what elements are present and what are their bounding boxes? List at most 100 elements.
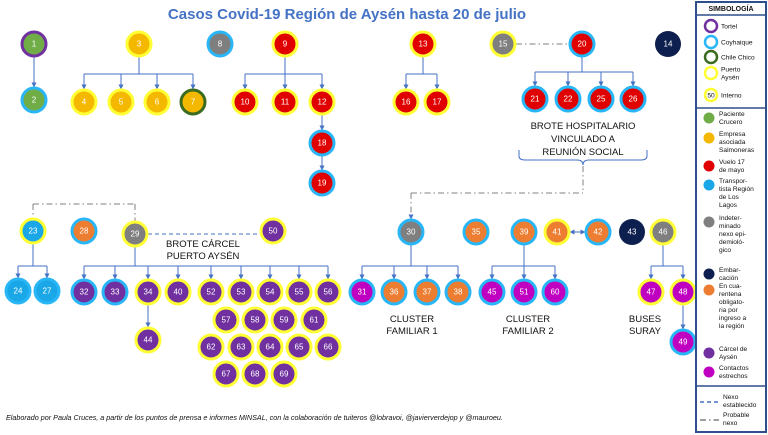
case-node-63: 63 [227, 333, 255, 361]
case-number: 62 [207, 343, 216, 352]
case-number: 35 [472, 228, 481, 237]
case-node-66: 66 [314, 333, 342, 361]
case-number: 22 [564, 95, 573, 104]
case-circle [314, 333, 342, 361]
case-node-1: 1 [20, 30, 48, 58]
legend-fill-contactos: Contactos estrechos [703, 365, 749, 380]
group-label-cluster-1: CLUSTER FAMILIAR 1 [386, 314, 437, 337]
case-number: 65 [295, 343, 304, 352]
case-node-61: 61 [300, 306, 328, 334]
case-node-31: 31 [348, 278, 376, 306]
case-number: 42 [594, 228, 603, 237]
case-circle [107, 88, 135, 116]
legend-ring-label: Chile Chico [721, 55, 755, 62]
case-node-57: 57 [212, 306, 240, 334]
case-circle [256, 278, 284, 306]
legend-fill-embarcacion: Embar-cación [703, 267, 741, 282]
case-number: 21 [531, 95, 540, 104]
case-number: 69 [280, 370, 289, 379]
svg-text:PUERTO AYSÉN: PUERTO AYSÉN [167, 251, 240, 262]
case-node-32: 32 [70, 278, 98, 306]
legend-line-dashed: Nexo establecido [700, 394, 757, 409]
case-node-19: 19 [308, 169, 336, 197]
case-node-11: 11 [271, 88, 299, 116]
case-number: 9 [283, 40, 288, 49]
svg-text:FAMILIAR 1: FAMILIAR 1 [386, 326, 437, 337]
case-circle [164, 278, 192, 306]
legend: SIMBOLOGÍA Tortel Coyhaique Chile Chico Pue… [695, 1, 767, 433]
case-circle [554, 85, 582, 113]
case-node-52: 52 [197, 278, 225, 306]
group-label-buses: BUSES SURAY [629, 314, 662, 337]
brace-brote-hospitalario [518, 150, 648, 166]
legend-ring-interno: 50 Interno [703, 87, 742, 103]
case-node-22: 22 [554, 85, 582, 113]
case-number: 11 [281, 98, 290, 107]
case-circle [510, 218, 538, 246]
case-circle [227, 278, 255, 306]
case-node-17: 17 [423, 88, 451, 116]
case-node-3: 3 [125, 30, 153, 58]
case-node-50: 50 [259, 217, 287, 245]
case-node-16: 16 [392, 88, 420, 116]
case-number: 41 [553, 228, 562, 237]
case-number: 26 [629, 95, 638, 104]
case-node-55: 55 [285, 278, 313, 306]
case-node-23: 23 [19, 217, 47, 245]
case-circle [637, 278, 665, 306]
case-number: 36 [390, 288, 399, 297]
legend-fill-label: Contactos estrechos [719, 365, 749, 380]
case-number: 6 [155, 98, 160, 107]
case-circle [444, 278, 472, 306]
legend-fill-label: Empresa asociada Salmoneras [719, 131, 755, 154]
case-node-35: 35 [462, 218, 490, 246]
case-number: 47 [647, 288, 656, 297]
case-number: 10 [241, 98, 250, 107]
svg-text:CLUSTER: CLUSTER [506, 314, 550, 325]
case-circle [33, 277, 61, 305]
legend-fill-swatch [703, 160, 715, 172]
svg-text:FAMILIAR 2: FAMILIAR 2 [502, 326, 553, 337]
case-node-42: 42 [584, 218, 612, 246]
case-number: 67 [222, 370, 231, 379]
case-number: 7 [191, 98, 196, 107]
case-number: 24 [14, 287, 23, 296]
case-number: 57 [222, 316, 231, 325]
case-circle [285, 333, 313, 361]
case-circle [655, 31, 681, 57]
case-circle [308, 88, 336, 116]
svg-text:BROTE CÁRCEL: BROTE CÁRCEL [166, 239, 240, 250]
svg-text:BROTE HOSPITALARIO: BROTE HOSPITALARIO [531, 121, 636, 132]
case-circle [20, 86, 48, 114]
legend-ring-label: Interno [721, 93, 742, 100]
case-circle [584, 218, 612, 246]
case-node-68: 68 [241, 360, 269, 388]
case-circle [413, 278, 441, 306]
legend-fill-label: Vuelo 17 de mayo [719, 159, 745, 174]
svg-text:VINCULADO A: VINCULADO A [551, 134, 616, 145]
case-node-26: 26 [619, 85, 647, 113]
case-node-60: 60 [541, 278, 569, 306]
legend-fill-transportista: Transpor-tista Región de Los Lagos [703, 178, 754, 209]
legend-fill-swatch [703, 268, 715, 280]
case-circle [197, 278, 225, 306]
legend-fill-vuelo: Vuelo 17 de mayo [703, 159, 745, 174]
case-number: 34 [144, 288, 153, 297]
case-circle [397, 218, 425, 246]
legend-fill-swatch [703, 132, 715, 144]
case-number: 63 [237, 343, 246, 352]
legend-fill-swatch [703, 366, 715, 378]
case-number: 27 [43, 287, 52, 296]
case-circle [521, 85, 549, 113]
case-node-12: 12 [308, 88, 336, 116]
case-circle [314, 278, 342, 306]
case-circle [348, 278, 376, 306]
case-node-9: 9 [271, 30, 299, 58]
case-number: 13 [419, 40, 428, 49]
legend-fill-salmonera: Empresa asociada Salmoneras [703, 131, 755, 154]
case-node-36: 36 [380, 278, 408, 306]
case-number: 15 [499, 40, 508, 49]
case-number: 32 [80, 288, 89, 297]
case-number: 55 [295, 288, 304, 297]
